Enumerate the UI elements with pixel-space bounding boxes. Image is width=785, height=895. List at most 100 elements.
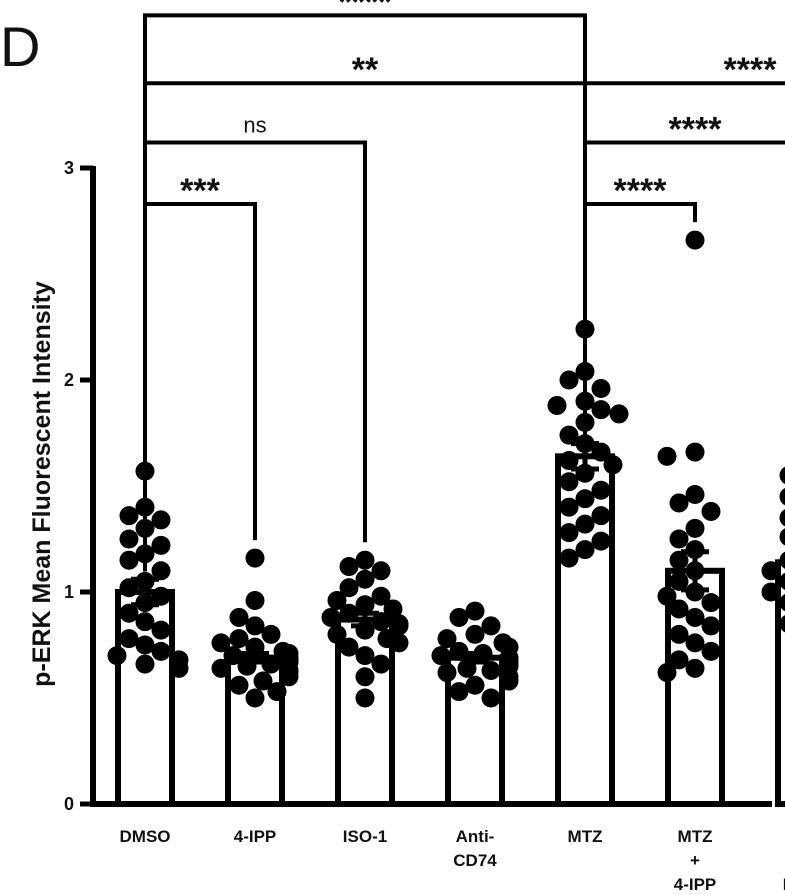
data-point <box>499 671 519 691</box>
data-point <box>449 607 469 627</box>
x-tick-label: CD74 <box>453 851 497 870</box>
significance-label: ns <box>243 113 266 138</box>
data-point <box>237 656 257 676</box>
x-tick-label: 4-IPP <box>234 827 277 846</box>
significance-label: **** <box>669 111 723 149</box>
data-point <box>779 487 785 506</box>
data-point <box>559 472 579 492</box>
panel-label: D <box>0 15 40 78</box>
data-point <box>685 633 705 653</box>
y-tick-label: 1 <box>64 582 74 602</box>
data-point <box>389 633 409 653</box>
data-point <box>437 629 457 649</box>
data-point <box>685 484 705 504</box>
data-point <box>437 663 457 683</box>
data-point <box>779 593 785 612</box>
data-point <box>685 540 705 560</box>
data-point <box>559 370 579 390</box>
data-point <box>245 590 265 610</box>
data-point <box>169 658 189 678</box>
data-point <box>779 466 785 485</box>
bar <box>445 654 505 807</box>
x-tick-label: + <box>690 851 700 870</box>
data-point <box>685 518 705 538</box>
data-point <box>261 624 281 644</box>
data-point <box>229 607 249 627</box>
x-tick-label: MTZ <box>678 827 713 846</box>
data-point <box>355 569 375 589</box>
data-point <box>481 616 501 636</box>
significance-label: **** <box>339 0 393 21</box>
data-point <box>559 548 579 568</box>
data-point <box>245 688 265 708</box>
data-point <box>559 451 579 471</box>
x-tick-label: Anti- <box>456 827 495 846</box>
data-point <box>151 535 171 555</box>
data-point <box>779 509 785 527</box>
data-point <box>481 688 501 708</box>
data-point <box>245 637 265 657</box>
data-point <box>591 400 611 420</box>
data-point <box>669 624 689 644</box>
x-tick-label: DMSO <box>120 827 171 846</box>
data-point <box>685 658 705 678</box>
data-point <box>701 501 721 521</box>
data-point <box>119 578 139 598</box>
data-point <box>151 561 171 581</box>
data-point <box>135 612 155 632</box>
y-tick-label: 2 <box>64 370 74 390</box>
data-point <box>465 601 485 621</box>
data-point <box>279 667 299 687</box>
data-point <box>685 442 705 462</box>
data-point <box>657 586 677 606</box>
data-point <box>779 551 785 569</box>
data-point <box>135 571 155 591</box>
data-point <box>355 620 375 640</box>
data-point <box>449 641 469 661</box>
data-point <box>603 455 623 475</box>
data-point <box>669 493 689 513</box>
data-point <box>135 635 155 655</box>
data-point <box>339 603 359 623</box>
data-point <box>223 646 243 666</box>
x-tick-label: ISO-1 <box>343 827 387 846</box>
data-point <box>327 624 347 644</box>
data-point <box>685 561 705 581</box>
data-point <box>355 646 375 666</box>
data-point <box>685 582 705 602</box>
data-point <box>119 550 139 570</box>
significance-label: *** <box>180 172 220 210</box>
data-point <box>151 641 171 661</box>
data-point <box>119 603 139 623</box>
data-point <box>211 633 231 653</box>
data-point <box>135 593 155 613</box>
data-point <box>575 434 595 454</box>
data-point <box>701 616 721 636</box>
data-point <box>107 646 127 666</box>
data-point <box>383 599 403 619</box>
data-point <box>779 572 785 591</box>
data-point <box>371 586 391 606</box>
data-point <box>371 612 391 632</box>
significance-bracket <box>583 81 785 436</box>
data-point <box>151 586 171 606</box>
data-point <box>211 658 231 678</box>
data-point <box>761 561 781 581</box>
data-point <box>779 528 785 546</box>
data-point <box>119 506 139 526</box>
data-point <box>657 446 677 466</box>
data-point <box>245 616 265 636</box>
data-point <box>481 660 501 680</box>
data-point <box>591 378 611 398</box>
data-point <box>119 629 139 649</box>
data-point <box>339 557 359 577</box>
data-point <box>151 620 171 640</box>
data-point <box>253 671 273 691</box>
data-point <box>355 595 375 615</box>
data-point <box>575 514 595 534</box>
data-point <box>389 616 409 636</box>
data-point <box>669 529 689 549</box>
data-point <box>431 646 451 666</box>
y-tick-label: 0 <box>64 794 74 814</box>
data-point <box>669 571 689 591</box>
